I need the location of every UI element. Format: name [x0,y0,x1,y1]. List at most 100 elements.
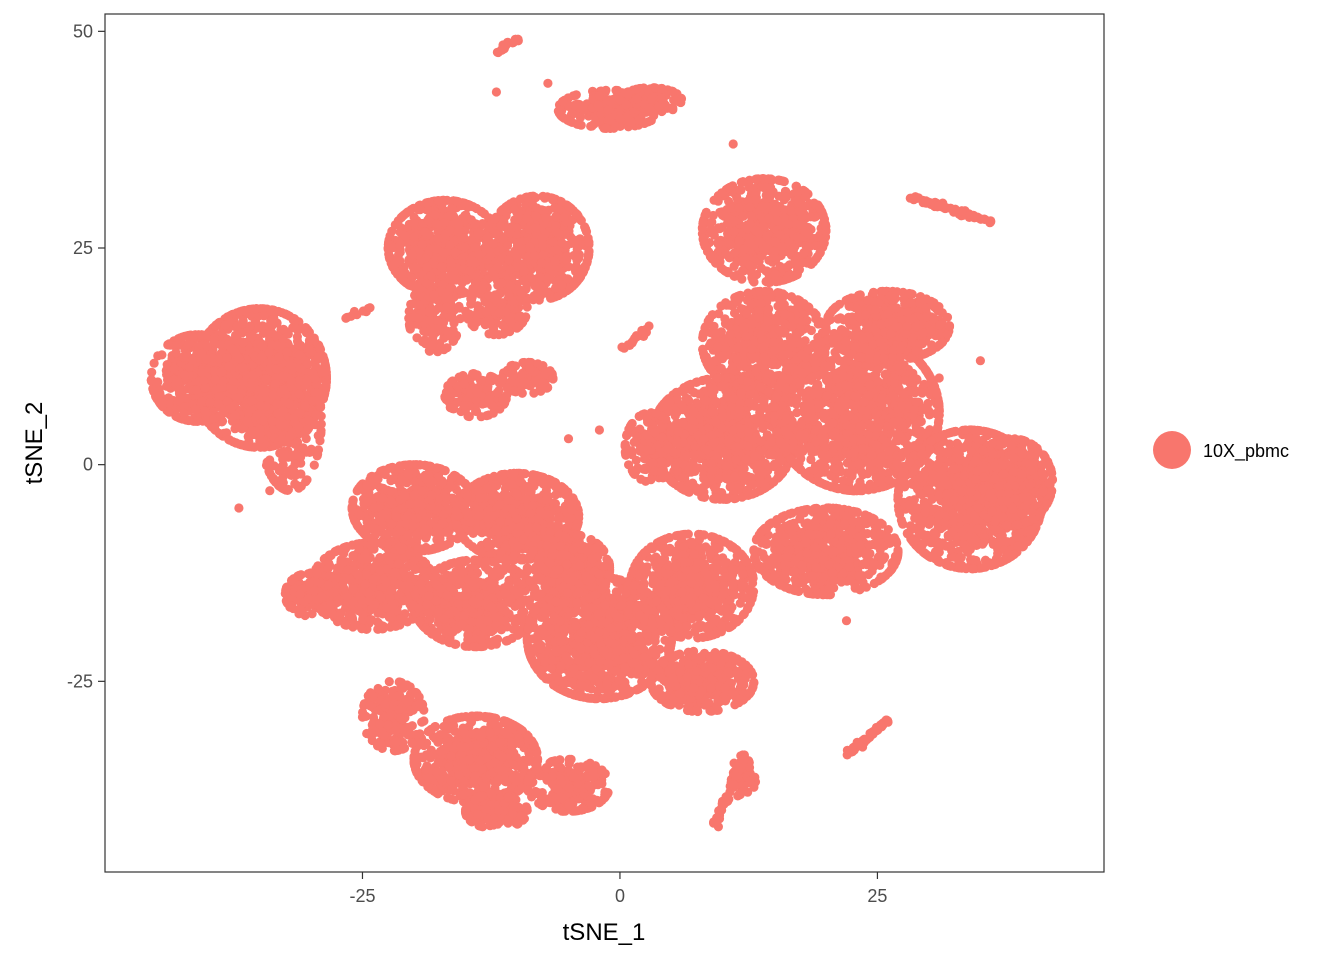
data-point [283,484,293,495]
data-point [401,278,411,288]
data-point [459,401,469,411]
data-point [806,325,817,336]
data-point [411,263,421,273]
data-point [270,379,280,389]
data-point [427,340,437,351]
data-point [304,335,314,346]
data-point [573,264,583,274]
data-point [312,451,322,461]
data-point [294,350,304,360]
data-point [409,218,419,228]
data-point [734,203,744,213]
data-point [277,434,287,445]
data-point [409,232,419,242]
data-point [506,281,516,291]
data-point [594,91,605,101]
data-point [449,336,459,346]
data-point [313,353,323,363]
data-point [806,212,816,222]
data-point [623,89,633,99]
data-point [522,192,532,202]
data-point [191,385,201,395]
data-point [484,410,494,420]
data-point [541,288,552,298]
data-point [729,248,739,258]
data-point [802,258,812,268]
data-point [564,202,574,212]
data-point [517,244,527,254]
data-point [459,379,469,389]
data-point [473,228,483,238]
data-point [169,364,179,374]
data-point [285,360,295,370]
data-point [816,206,827,216]
data-point [157,401,167,411]
data-point [477,207,487,217]
data-point [460,210,470,221]
data-point [460,242,470,252]
data-point [211,320,221,330]
data-point [406,299,416,309]
data-point [309,460,319,470]
data-point [819,238,829,248]
data-point [173,377,183,387]
data-point [503,314,514,324]
data-point [240,441,250,451]
data-point [215,411,226,421]
data-point [278,324,289,334]
data-point [548,237,558,247]
data-point [187,355,198,365]
data-point [461,306,471,316]
data-point [180,331,190,341]
data-point [205,397,215,407]
data-point [729,227,739,237]
data-point [282,347,292,357]
data-point [724,183,734,193]
data-point [315,343,325,353]
data-point [521,312,531,322]
data-point [269,474,279,484]
data-point [197,396,207,406]
data-point [562,255,572,265]
data-point [531,193,541,203]
data-point [452,196,462,206]
data-point [604,115,615,125]
data-point [196,330,206,340]
data-point [191,405,201,415]
data-point [449,315,460,325]
data-point [227,416,237,426]
data-point [601,123,611,133]
data-point [721,249,731,259]
data-point [258,304,268,314]
data-point [559,212,569,223]
data-point [477,284,487,294]
data-point [504,255,514,265]
data-point [294,389,304,399]
data-point [782,274,792,284]
data-point [304,344,314,354]
data-point [721,266,731,276]
data-point [415,284,425,294]
data-point [488,239,498,249]
data-point [550,257,560,267]
data-point [237,424,247,434]
data-point [502,383,512,393]
data-point [413,205,423,215]
data-point [466,255,476,265]
data-point [497,278,507,288]
data-point [433,233,443,243]
data-point [551,211,561,222]
data-point [285,311,295,321]
data-point [490,290,500,300]
data-point [246,396,256,406]
data-point [275,420,285,430]
data-point [491,229,501,239]
data-point [149,386,159,396]
data-point [290,439,300,449]
data-point [762,266,772,276]
data-point [698,217,708,227]
data-point [278,460,288,470]
data-point [467,295,477,305]
data-point [301,323,311,333]
data-point [775,261,785,272]
